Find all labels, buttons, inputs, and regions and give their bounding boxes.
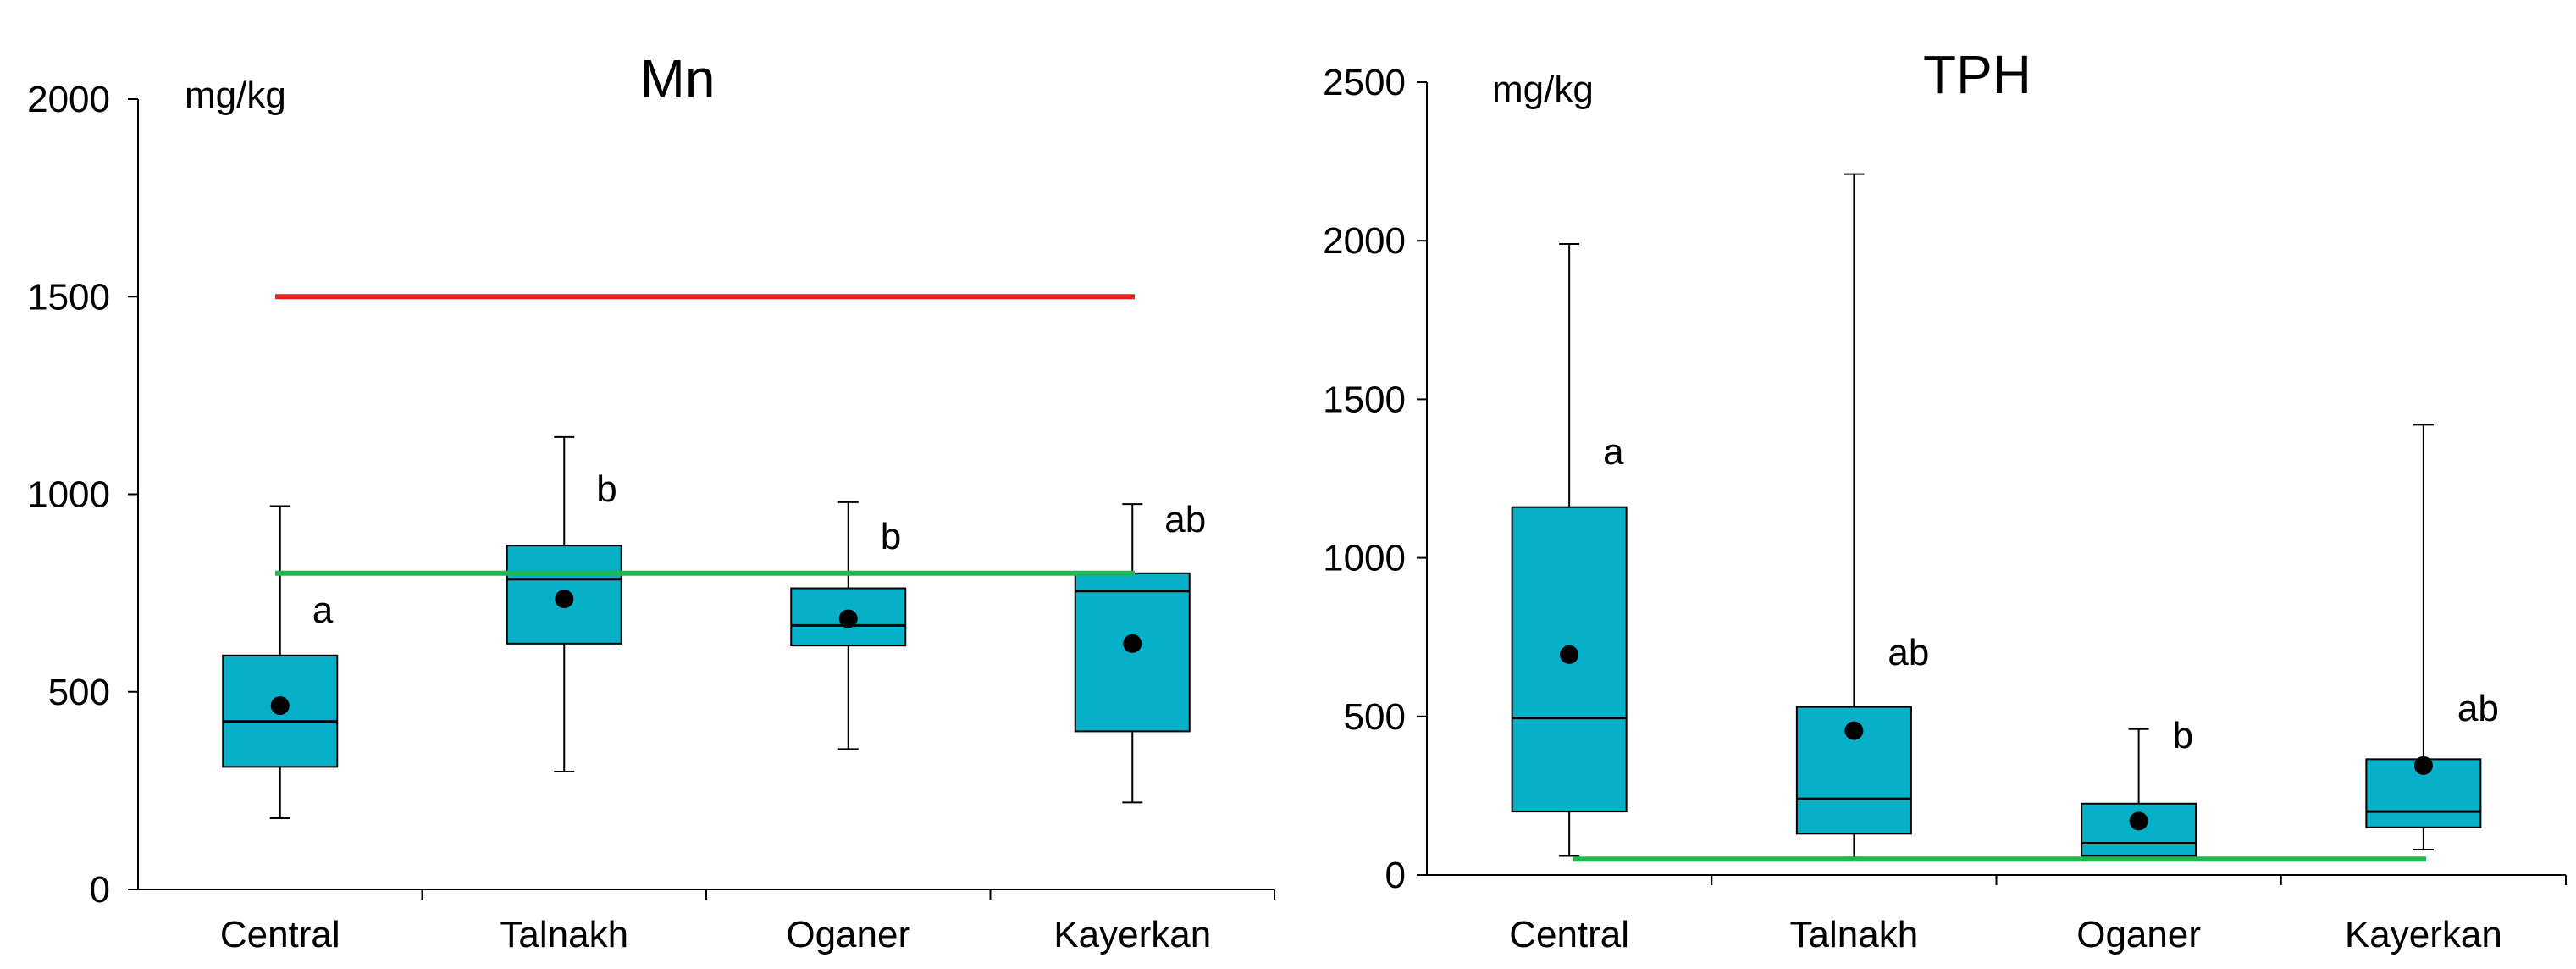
- mean-point: [2413, 756, 2433, 775]
- box-kayerkan: ab: [2365, 424, 2499, 851]
- chart-title: Mn: [640, 48, 716, 109]
- y-tick-label: 1500: [27, 276, 110, 318]
- category-label: Talnakh: [1790, 914, 1919, 955]
- y-tick-label: 0: [1385, 855, 1406, 896]
- category-label: Kayerkan: [2345, 914, 2502, 955]
- mean-point: [2129, 811, 2148, 831]
- significance-letter: a: [1603, 431, 1624, 473]
- y-axis-ticks: 0 500 1000 1500 2000: [27, 79, 139, 911]
- mean-point: [1844, 721, 1864, 740]
- significance-letter: a: [312, 590, 334, 631]
- y-tick-label: 500: [1344, 696, 1406, 738]
- mean-point: [555, 590, 574, 609]
- y-axis-ticks: 0 500 1000 1500 2000 2500: [1323, 62, 1428, 896]
- panel-mn: Mn mg/kg 0 500 1000 1500 2000 Central Talnakh…: [27, 48, 1275, 955]
- y-tick-label: 2500: [1323, 62, 1406, 103]
- significance-letter: b: [2173, 715, 2193, 756]
- chart-title: TPH: [1923, 44, 2032, 105]
- panel-tph: TPH mg/kg 0 500 1000 1500 2000 2500 Central Ta…: [1323, 44, 2567, 955]
- mean-point: [838, 609, 858, 628]
- unit-label: mg/kg: [1492, 69, 1594, 110]
- mean-point: [270, 696, 290, 716]
- significance-letter: b: [881, 516, 901, 557]
- category-label: Kayerkan: [1053, 914, 1211, 955]
- x-axis-categories: Central Talnakh Oganer Kayerkan: [138, 889, 1275, 955]
- significance-letter: ab: [2457, 688, 2499, 729]
- category-label: Talnakh: [500, 914, 628, 955]
- category-label: Oganer: [2076, 914, 2201, 955]
- y-tick-label: 2000: [27, 79, 110, 120]
- y-tick-label: 1500: [1323, 379, 1406, 420]
- y-tick-label: 0: [90, 869, 110, 911]
- significance-letter: b: [596, 468, 616, 510]
- y-tick-label: 2000: [1323, 220, 1406, 262]
- plot-marks: abb ab: [222, 294, 1206, 820]
- unit-label: mg/kg: [185, 75, 286, 116]
- x-axis-categories: Central Talnakh Oganer Kayerkan: [1427, 874, 2567, 955]
- significance-letter: ab: [1888, 632, 1929, 673]
- plot-marks: a ab b ab: [1511, 173, 2499, 862]
- box-talnakh: b: [506, 435, 622, 772]
- y-tick-label: 1000: [1323, 538, 1406, 579]
- mean-point: [1560, 645, 1579, 664]
- category-label: Oganer: [786, 914, 910, 955]
- box-talnakh: ab: [1795, 173, 1929, 859]
- y-tick-label: 500: [48, 672, 110, 713]
- box-oganer: b: [790, 501, 907, 750]
- box-central: a: [222, 505, 339, 820]
- box-oganer: b: [2081, 715, 2197, 861]
- box-kayerkan: ab: [1074, 499, 1206, 804]
- y-tick-label: 1000: [27, 474, 110, 516]
- mean-point: [1123, 634, 1142, 653]
- category-label: Central: [1509, 914, 1629, 955]
- category-label: Central: [220, 914, 340, 955]
- significance-letter: ab: [1164, 499, 1206, 540]
- box-central: a: [1511, 242, 1628, 857]
